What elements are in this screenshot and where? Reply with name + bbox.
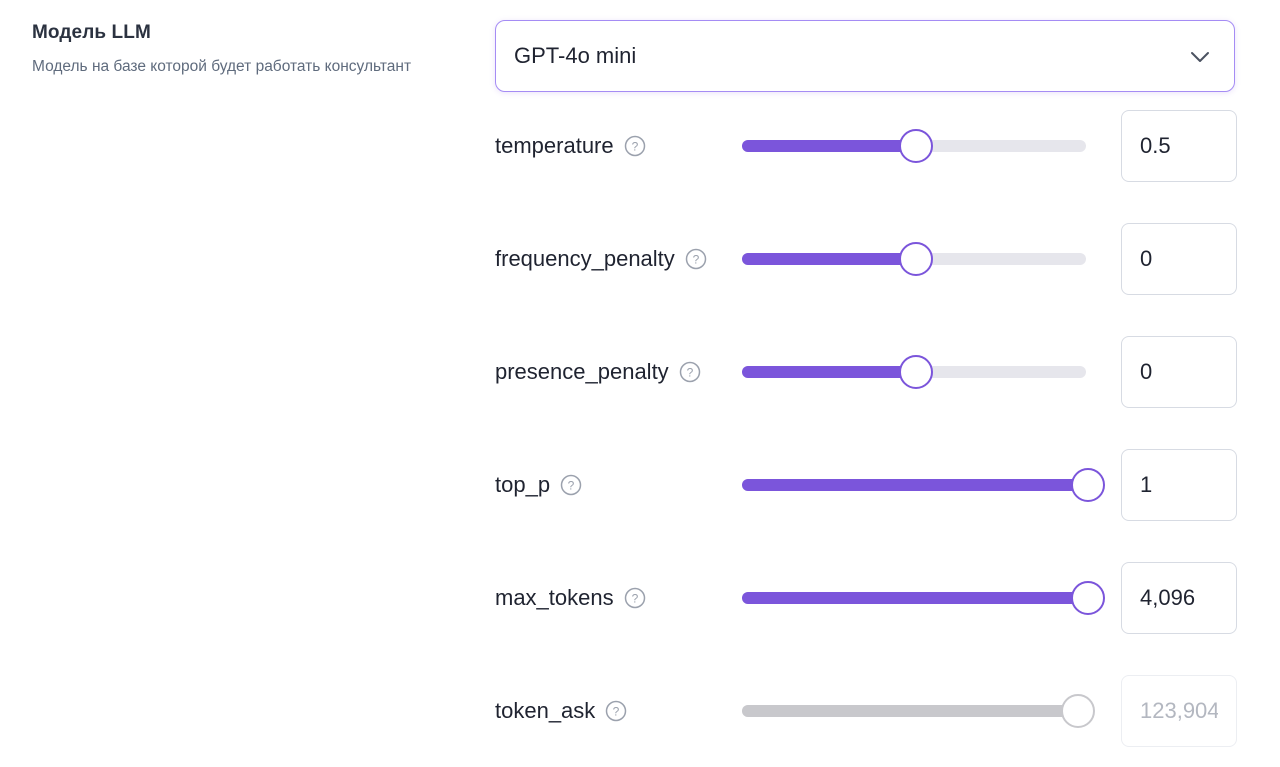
slider-fill: [742, 592, 1086, 604]
slider-fill: [742, 479, 1086, 491]
param-label: frequency_penalty: [495, 246, 675, 271]
param-label: max_tokens: [495, 585, 614, 610]
svg-text:?: ?: [686, 366, 693, 380]
slider-thumb: [1060, 694, 1095, 728]
chevron-down-icon: [1191, 52, 1209, 62]
slider-thumb[interactable]: [1071, 581, 1105, 615]
help-icon[interactable]: ?: [624, 587, 646, 609]
help-icon[interactable]: ?: [605, 700, 627, 722]
temperature-slider[interactable]: [742, 129, 1086, 163]
help-icon[interactable]: ?: [624, 135, 646, 157]
token-ask-input: [1121, 675, 1237, 747]
slider-fill: [742, 705, 1076, 717]
slider-thumb[interactable]: [1071, 468, 1105, 502]
presence-penalty-input[interactable]: [1121, 336, 1237, 408]
model-select-value: GPT-4o mini: [514, 43, 637, 68]
slider-thumb[interactable]: [899, 355, 933, 389]
slider-fill: [742, 366, 914, 378]
top-p-input[interactable]: [1121, 449, 1237, 521]
slider-fill: [742, 253, 914, 265]
param-row-max-tokens: max_tokens ?: [495, 562, 1237, 634]
slider-thumb[interactable]: [899, 242, 933, 276]
model-section-description: Модель на базе которой будет работать ко…: [32, 58, 412, 75]
max-tokens-input[interactable]: [1121, 562, 1237, 634]
frequency-penalty-input[interactable]: [1121, 223, 1237, 295]
param-row-presence-penalty: presence_penalty ?: [495, 336, 1237, 408]
param-row-frequency-penalty: frequency_penalty ?: [495, 223, 1237, 295]
svg-text:?: ?: [568, 479, 575, 493]
svg-text:?: ?: [692, 253, 699, 267]
param-label: token_ask: [495, 698, 596, 723]
param-label: temperature: [495, 133, 614, 158]
param-label: presence_penalty: [495, 359, 669, 384]
slider-thumb[interactable]: [899, 129, 933, 163]
presence-penalty-slider[interactable]: [742, 355, 1086, 389]
top-p-slider[interactable]: [742, 468, 1105, 502]
svg-text:?: ?: [631, 140, 638, 154]
help-icon[interactable]: ?: [560, 474, 582, 496]
frequency-penalty-slider[interactable]: [742, 242, 1086, 276]
svg-text:?: ?: [613, 705, 620, 719]
slider-fill: [742, 140, 914, 152]
model-select[interactable]: GPT-4o mini: [495, 20, 1235, 92]
param-row-top-p: top_p ?: [495, 449, 1237, 521]
param-label: top_p: [495, 472, 551, 497]
model-section-title: Модель LLM: [32, 22, 151, 43]
svg-text:?: ?: [631, 592, 638, 606]
help-icon[interactable]: ?: [679, 361, 701, 383]
help-icon[interactable]: ?: [685, 248, 707, 270]
token-ask-slider: [742, 694, 1095, 728]
max-tokens-slider[interactable]: [742, 581, 1105, 615]
param-row-token-ask: token_ask ?: [495, 675, 1237, 747]
param-row-temperature: temperature ?: [495, 110, 1237, 182]
temperature-input[interactable]: [1121, 110, 1237, 182]
